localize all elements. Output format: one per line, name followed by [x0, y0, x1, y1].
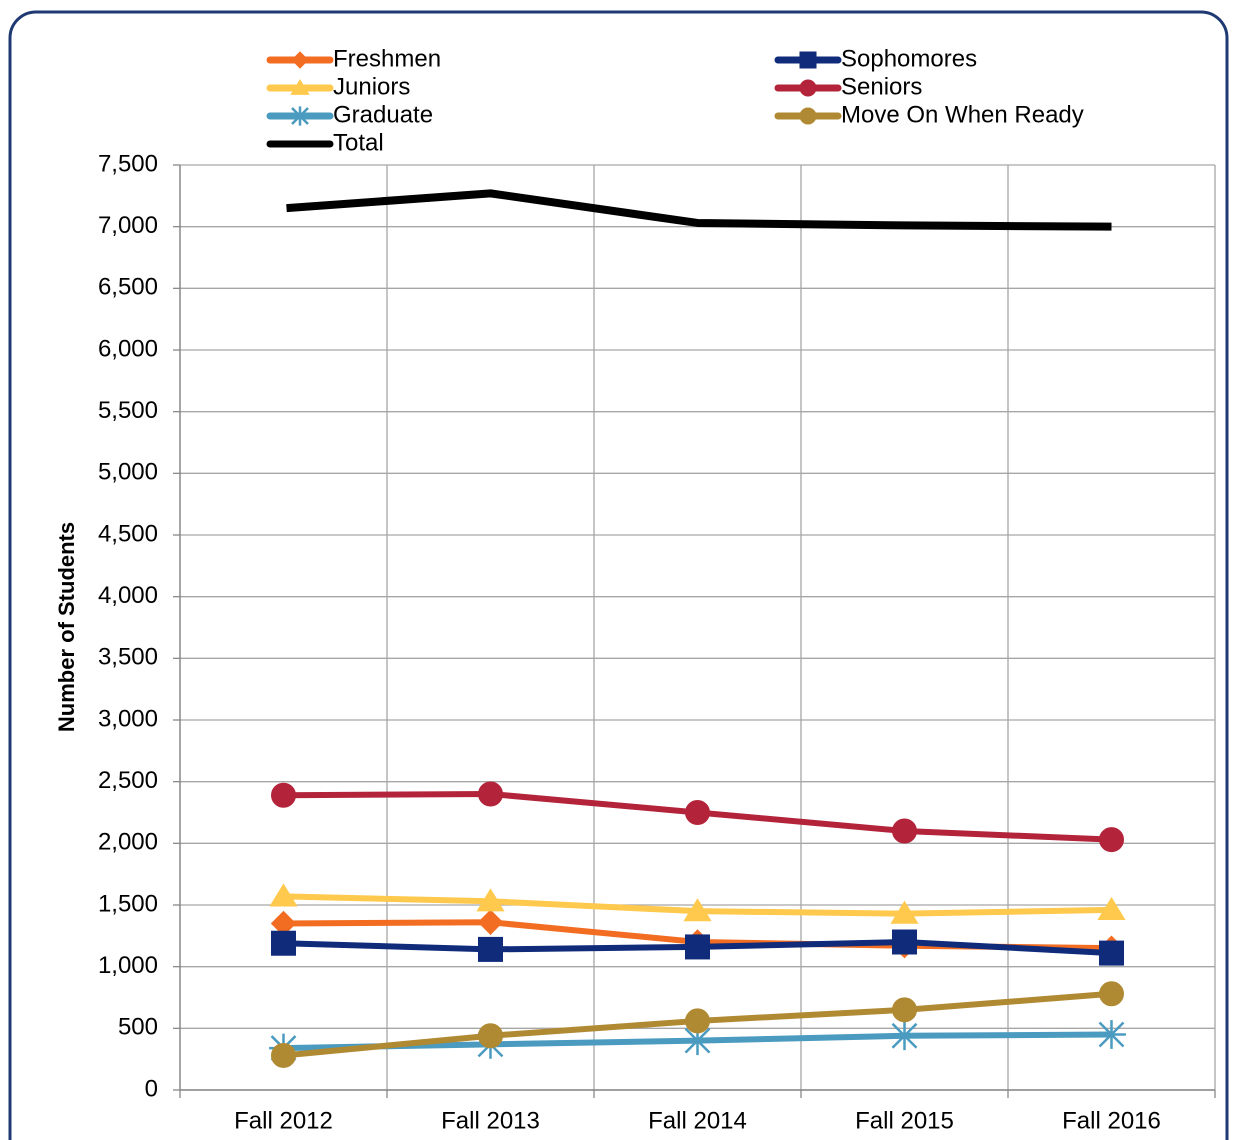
legend-label: Sophomores	[841, 45, 977, 72]
legend-label: Juniors	[333, 73, 410, 100]
marker-star	[890, 1021, 919, 1051]
marker-circle	[1099, 981, 1124, 1007]
marker-circle	[685, 1008, 710, 1034]
marker-triangle	[1097, 896, 1126, 921]
y-tick-label: 3,500	[98, 644, 158, 671]
marker-square	[271, 930, 296, 956]
marker-circle	[1099, 827, 1124, 853]
marker-diamond	[291, 51, 309, 69]
x-tick-label: Fall 2014	[648, 1107, 747, 1134]
y-tick-label: 4,500	[98, 520, 158, 547]
y-tick-label: 500	[118, 1014, 158, 1041]
y-tick-label: 7,500	[98, 150, 158, 177]
legend-label: Move On When Ready	[841, 101, 1084, 128]
marker-circle	[685, 800, 710, 825]
marker-circle	[271, 1042, 296, 1068]
marker-circle	[478, 781, 503, 807]
marker-square	[685, 934, 710, 960]
marker-square	[478, 936, 503, 962]
chart-border	[8, 10, 1229, 1140]
marker-circle	[271, 782, 296, 808]
y-tick-label: 2,000	[98, 829, 158, 856]
marker-star	[290, 106, 310, 126]
marker-triangle	[683, 898, 712, 922]
marker-circle	[892, 997, 917, 1023]
marker-diamond	[477, 909, 504, 935]
y-tick-label: 7,000	[98, 212, 158, 239]
y-tick-label: 1,500	[98, 890, 158, 917]
marker-circle	[892, 818, 917, 844]
y-tick-label: 4,000	[98, 582, 158, 609]
marker-circle	[799, 107, 817, 125]
marker-square	[1099, 940, 1124, 966]
marker-triangle	[290, 79, 310, 95]
series-line	[286, 189, 1112, 231]
y-axis-title: Number of Students	[54, 522, 79, 732]
legend-label: Freshmen	[333, 45, 441, 72]
y-tick-label: 5,000	[98, 459, 158, 486]
x-tick-label: Fall 2015	[855, 1107, 954, 1134]
marker-circle	[478, 1023, 503, 1049]
legend-label: Graduate	[333, 101, 433, 128]
y-tick-label: 2,500	[98, 767, 158, 794]
legend-label: Seniors	[841, 73, 922, 100]
y-tick-label: 3,000	[98, 705, 158, 732]
y-tick-label: 6,000	[98, 335, 158, 362]
marker-triangle	[476, 888, 505, 912]
marker-square	[799, 51, 817, 69]
marker-star	[683, 1026, 712, 1056]
x-tick-label: Fall 2013	[441, 1107, 540, 1134]
x-tick-label: Fall 2016	[1062, 1107, 1161, 1134]
marker-triangle	[269, 883, 298, 907]
y-tick-label: 1,000	[98, 952, 158, 979]
marker-triangle	[890, 900, 919, 924]
y-tick-label: 6,500	[98, 274, 158, 301]
marker-square	[892, 929, 917, 955]
y-tick-label: 0	[145, 1075, 158, 1102]
x-tick-label: Fall 2012	[234, 1107, 333, 1134]
legend-label: Total	[333, 129, 384, 156]
marker-star	[1097, 1020, 1126, 1049]
marker-circle	[799, 79, 817, 97]
y-tick-label: 5,500	[98, 397, 158, 424]
